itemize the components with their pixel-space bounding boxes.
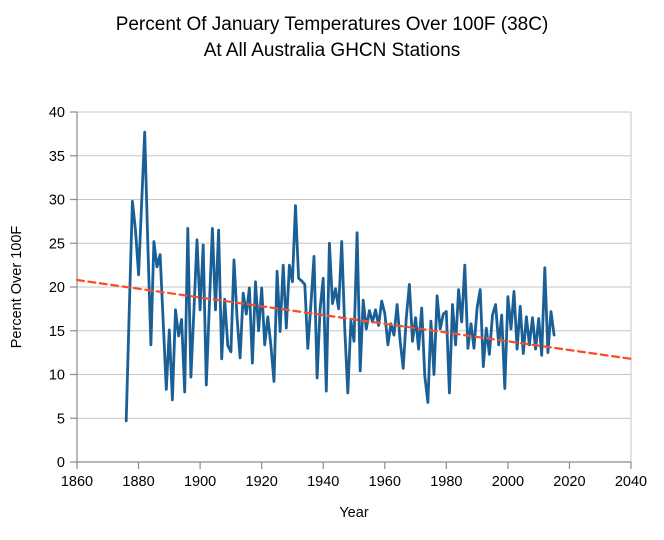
chart-title-line1: Percent Of January Temperatures Over 100… [115,14,549,35]
x-tick-label-1900: 1900 [184,474,216,490]
x-tick-label-2020: 2020 [553,474,585,490]
axes [70,111,632,469]
data-series [75,130,633,423]
y-axis-title: Percent Over 100F [9,226,25,349]
x-tick-label-2000: 2000 [492,474,524,490]
x-tick-label-1860: 1860 [61,474,93,490]
y-tick-label-0: 0 [57,455,65,471]
trend-line [75,278,633,360]
y-tick-label-35: 35 [49,149,65,165]
y-tick-label-40: 40 [49,105,65,121]
tick-labels: 0 5 10 15 20 25 30 35 40 1860 1880 1900 1920 1940 1960… [49,105,647,490]
temperature-series-line [124,130,556,423]
chart-title-line2: At All Australia GHCN Stations [203,40,461,61]
y-tick-label-10: 10 [49,368,65,384]
x-tick-label-1920: 1920 [246,474,278,490]
chart-title: Percent Of January Temperatures Over 100… [0,12,664,64]
x-axis-title: Year [339,505,368,521]
x-tick-label-1940: 1940 [307,474,339,490]
x-tick-label-2040: 2040 [615,474,647,490]
x-tick-label-1880: 1880 [122,474,154,490]
y-tick-label-30: 30 [49,193,65,209]
x-tick-label-1960: 1960 [369,474,401,490]
x-tick-label-1980: 1980 [430,474,462,490]
y-tick-label-25: 25 [49,236,65,252]
y-tick-label-15: 15 [49,324,65,340]
y-tick-label-5: 5 [57,411,65,427]
gridlines [77,111,632,462]
y-tick-label-20: 20 [49,280,65,296]
